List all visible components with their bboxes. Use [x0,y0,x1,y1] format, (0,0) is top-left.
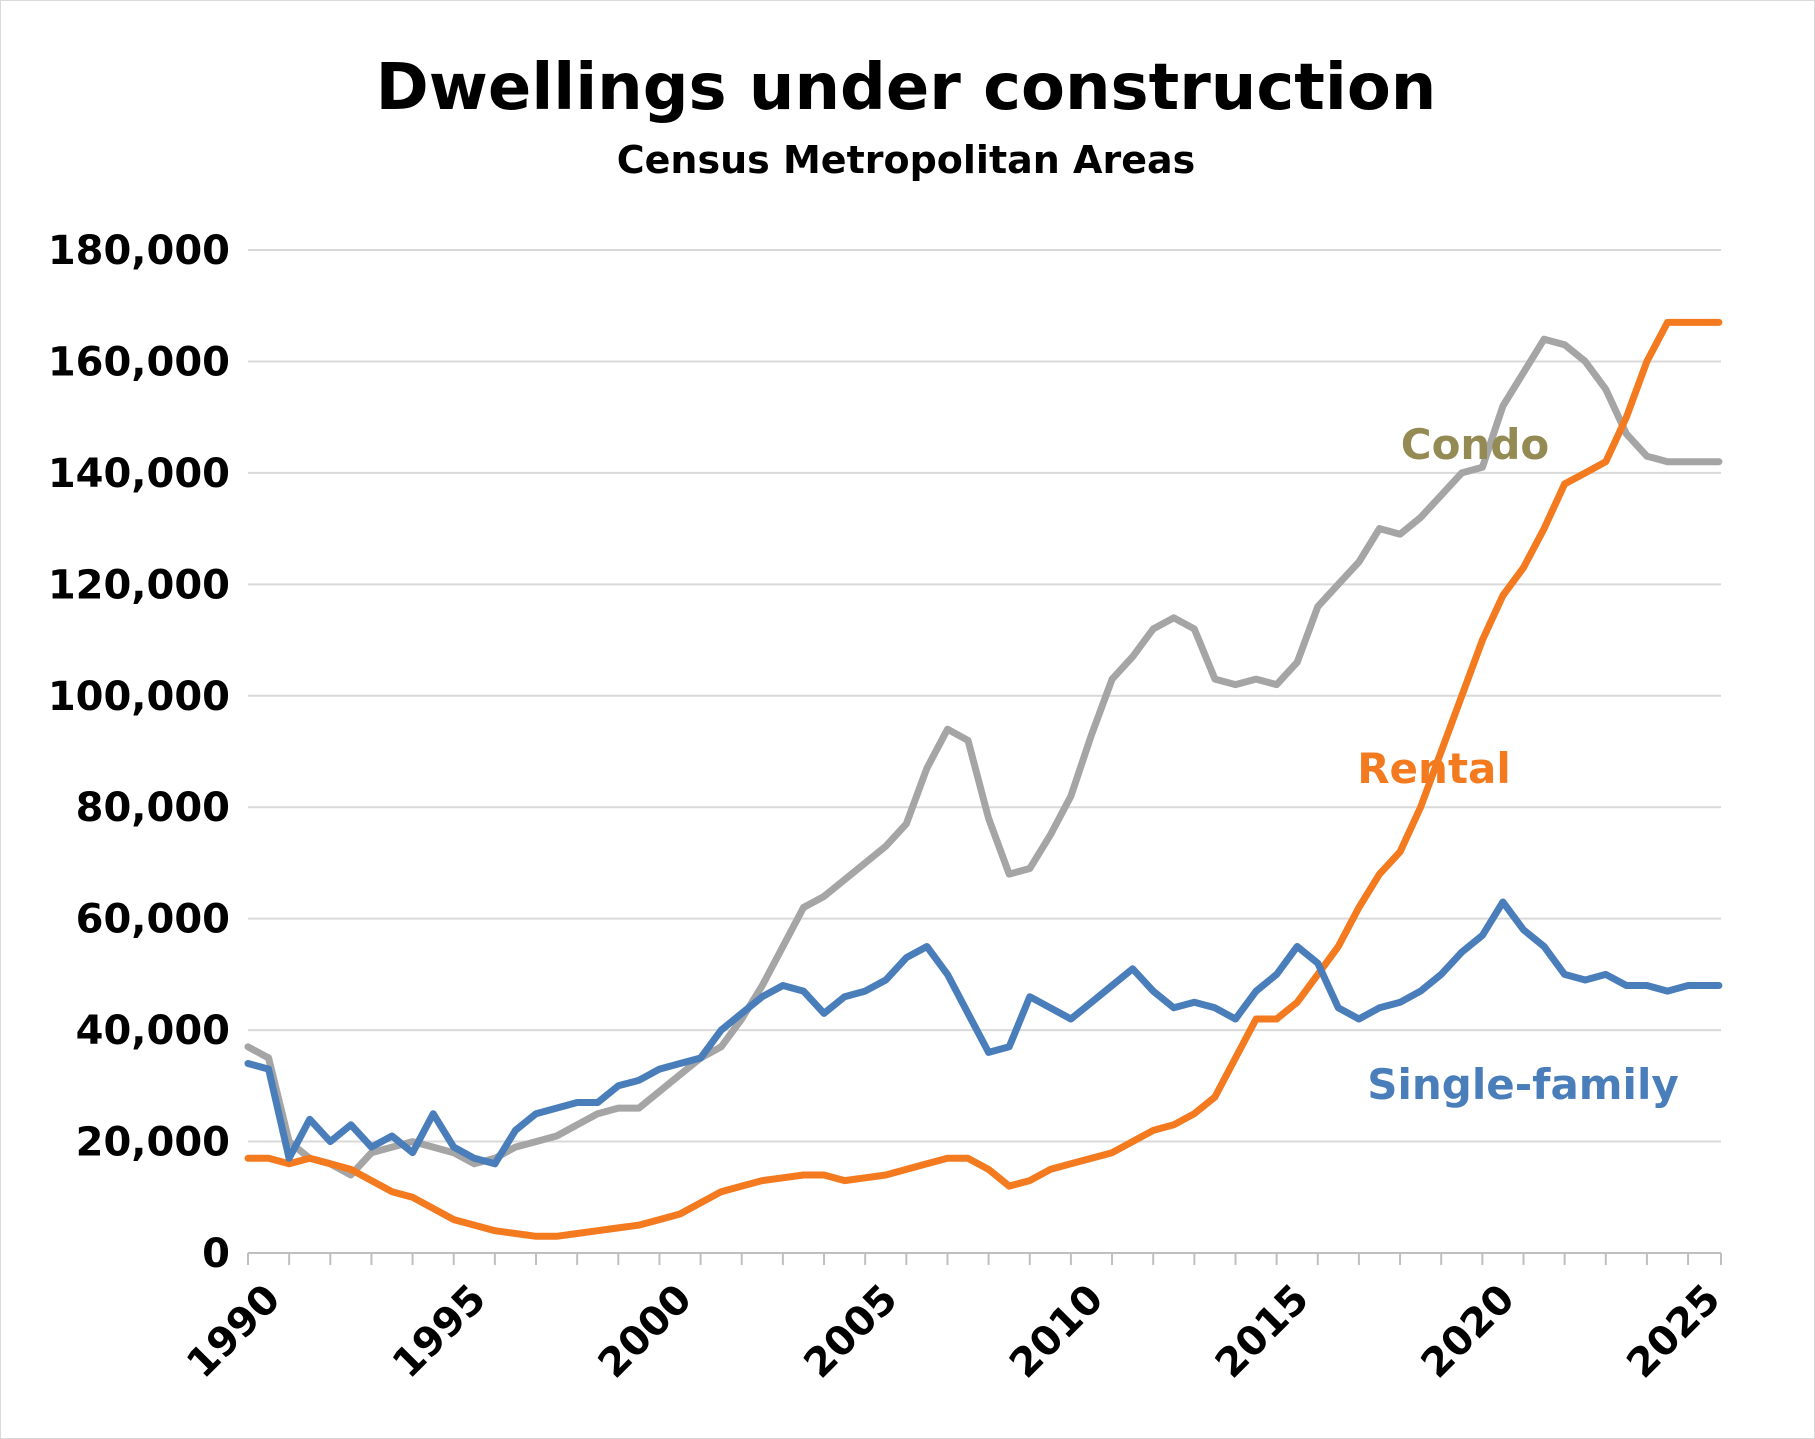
x-tick-label: 2015 [1207,1276,1318,1387]
y-tick-label: 60,000 [76,897,230,943]
series-label-single-family: Single-family [1367,1060,1678,1109]
gridlines [248,249,1721,1143]
x-tick-label: 2005 [795,1276,906,1387]
x-tick-label: 1995 [384,1276,495,1387]
y-tick-label: 160,000 [48,339,230,385]
chart-subtitle: Census Metropolitan Areas [617,138,1195,182]
series-line-single-family [244,898,1723,1168]
y-tick-label: 100,000 [48,674,230,720]
chart-title: Dwellings under construction [376,51,1437,125]
y-tick-label: 40,000 [76,1008,230,1054]
series-label-rental: Rental [1357,744,1511,793]
x-tick-label: 2000 [590,1276,701,1387]
x-tick-label: 1990 [178,1276,289,1387]
y-tick-label: 140,000 [48,451,230,497]
series-label-condo: Condo [1401,420,1550,469]
x-tick-label: 2020 [1413,1276,1524,1387]
series-line-rental [244,318,1723,1240]
series-labels: Condo Rental Single-family [1357,420,1679,1109]
y-tick-label: 80,000 [76,785,230,831]
x-tick-label: 2025 [1618,1276,1729,1387]
x-tick-label: 2010 [1001,1276,1112,1387]
y-tick-label: 120,000 [48,562,230,608]
y-tick-label: 180,000 [48,228,230,274]
y-tick-label: 0 [202,1231,230,1277]
y-tick-label: 20,000 [76,1120,230,1166]
series-lines [244,318,1723,1240]
